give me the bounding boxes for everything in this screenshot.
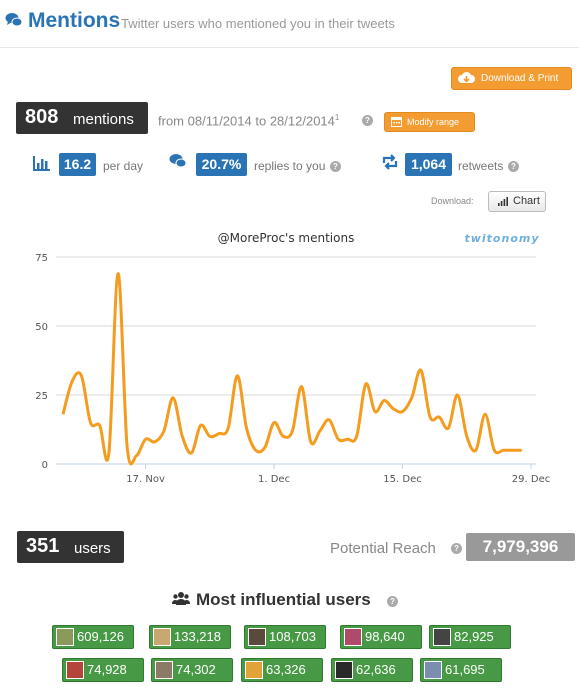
range-from: 08/11/2014 xyxy=(187,113,252,129)
follower-count: 63,326 xyxy=(266,662,306,677)
download-print-label: Download & Print xyxy=(481,73,559,84)
follower-count: 61,695 xyxy=(445,662,485,677)
avatar xyxy=(153,628,171,646)
range-prefix: from xyxy=(158,113,184,129)
modify-range-label: Modify range xyxy=(407,117,460,127)
chat-bubbles-icon xyxy=(169,154,187,168)
chart-y-axis: 0 25 50 75 xyxy=(35,253,48,471)
y-tick-label: 0 xyxy=(42,460,48,471)
chart-x-axis: 17. Nov 1. Dec 15. Dec 29. Dec xyxy=(126,464,550,485)
help-icon[interactable]: ? xyxy=(508,161,519,172)
range-footnote: 1 xyxy=(334,113,340,122)
influential-user-badge[interactable]: 74,302 xyxy=(151,658,233,682)
influential-user-badge[interactable]: 133,218 xyxy=(149,625,231,649)
influential-user-badge[interactable]: 609,126 xyxy=(52,625,134,649)
mentions-label: mentions xyxy=(73,111,134,128)
follower-count: 74,302 xyxy=(176,662,216,677)
follower-count: 82,925 xyxy=(454,629,494,644)
influential-title: Most influential users xyxy=(196,590,371,609)
mentions-line-chart: @MoreProc's mentions twitonomy 0 25 50 75 1… xyxy=(35,231,550,485)
avatar xyxy=(344,628,362,646)
users-count: 351 xyxy=(26,535,60,557)
follower-count: 74,928 xyxy=(87,662,127,677)
avatar xyxy=(155,661,173,679)
avatar xyxy=(245,661,263,679)
users-label: users xyxy=(74,540,111,557)
chart-grid xyxy=(56,256,536,465)
page-title: Mentions xyxy=(28,9,121,32)
per-day-label: per day xyxy=(103,159,144,173)
replies-value: 20.7% xyxy=(196,153,247,176)
follower-count: 98,640 xyxy=(365,629,405,644)
y-tick-label: 25 xyxy=(35,391,48,402)
avatar xyxy=(248,628,266,646)
potential-reach-value: 7,979,396 xyxy=(466,533,575,561)
influential-user-badge[interactable]: 82,925 xyxy=(429,625,511,649)
influential-user-badge[interactable]: 108,703 xyxy=(244,625,326,649)
influential-heading: Most influential users xyxy=(172,590,371,610)
follower-count: 609,126 xyxy=(77,629,124,644)
influential-user-badge[interactable]: 63,326 xyxy=(241,658,323,682)
avatar xyxy=(424,661,442,679)
retweets-value: 1,064 xyxy=(405,153,452,176)
retweet-icon xyxy=(382,154,398,170)
calendar-icon xyxy=(391,117,402,127)
replies-label: replies to you xyxy=(254,159,326,173)
mentions-count: 808 xyxy=(25,106,59,128)
influential-user-badge[interactable]: 62,636 xyxy=(331,658,413,682)
y-tick-label: 75 xyxy=(35,253,48,264)
help-icon[interactable]: ? xyxy=(387,596,398,607)
per-day-value: 16.2 xyxy=(59,153,96,176)
users-icon xyxy=(172,592,190,605)
influential-user-badge[interactable]: 74,928 xyxy=(62,658,144,682)
users-count-badge: 351 users xyxy=(17,531,124,563)
range-to: 28/12/2014 xyxy=(269,113,335,129)
page-subtitle: Twitter users who mentioned you in their… xyxy=(121,16,395,31)
chart-button-label: Chart xyxy=(513,195,540,207)
help-icon[interactable]: ? xyxy=(451,543,462,554)
modify-range-button[interactable]: Modify range xyxy=(384,112,475,132)
cloud-download-icon xyxy=(458,72,475,83)
bar-chart-icon xyxy=(498,197,508,206)
chart-series xyxy=(61,272,522,466)
retweets-label: retweets xyxy=(458,159,504,173)
follower-count: 133,218 xyxy=(174,629,221,644)
avatar xyxy=(66,661,84,679)
avatar xyxy=(56,628,74,646)
help-icon[interactable]: ? xyxy=(330,161,341,172)
help-icon[interactable]: ? xyxy=(362,115,373,126)
download-label: Download: xyxy=(431,196,474,206)
chart-title: @MoreProc's mentions xyxy=(218,231,355,245)
follower-count: 62,636 xyxy=(356,662,396,677)
bar-chart-icon xyxy=(33,156,50,171)
x-tick-label: 29. Dec xyxy=(512,474,550,485)
x-tick-label: 17. Nov xyxy=(126,474,165,485)
mentions-line xyxy=(61,272,522,466)
x-tick-label: 15. Dec xyxy=(383,474,421,485)
page-header: Mentions Twitter users who mentioned you… xyxy=(0,0,579,48)
avatar xyxy=(335,661,353,679)
influential-user-badge[interactable]: 98,640 xyxy=(340,625,422,649)
avatar xyxy=(433,628,451,646)
follower-count: 108,703 xyxy=(269,629,316,644)
y-tick-label: 50 xyxy=(35,322,48,333)
range-joiner: to xyxy=(255,113,267,129)
influential-user-badge[interactable]: 61,695 xyxy=(420,658,502,682)
download-print-button[interactable]: Download & Print xyxy=(451,67,572,90)
potential-reach-label: Potential Reach xyxy=(330,540,436,557)
date-range: from 08/11/2014 to 28/12/20141 xyxy=(158,113,339,128)
x-tick-label: 1. Dec xyxy=(258,474,290,485)
chat-bubbles-icon xyxy=(5,13,23,27)
chart-watermark: twitonomy xyxy=(464,232,539,245)
mentions-count-badge: 808 mentions xyxy=(16,102,148,134)
download-chart-button[interactable]: Chart xyxy=(488,191,546,212)
